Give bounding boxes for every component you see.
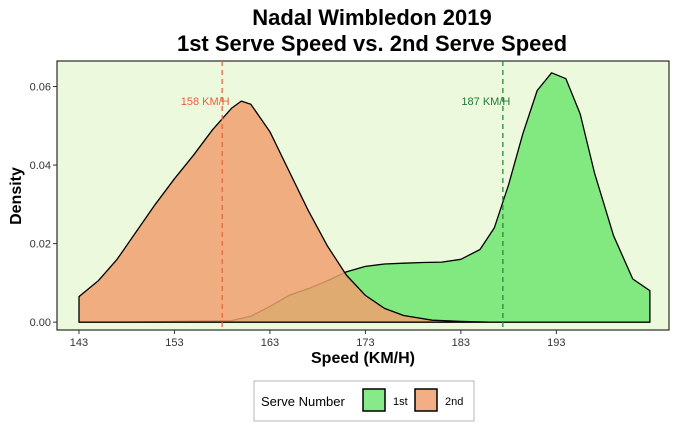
chart-title: Nadal Wimbledon 2019 [252,5,491,30]
series-layer [78,72,651,323]
legend-label-1st: 1st [393,396,408,408]
y-tick-label: 0.02 [30,239,51,251]
legend: Serve Number 1st 2nd [253,380,475,422]
density-area-2nd [78,100,651,323]
x-tick-label: 153 [165,337,183,349]
x-tick-label: 183 [452,337,470,349]
x-tick-label: 143 [70,337,88,349]
annotation-layer: 158 KM/H 187 KM/H [181,61,510,330]
y-tick-label: 0.00 [30,317,51,329]
legend-key-2nd [414,388,438,412]
legend-label-2nd: 2nd [445,396,463,408]
x-tick-label: 173 [356,337,374,349]
y-tick-label: 0.04 [30,160,51,172]
mean-label-1: 158 KM/H [181,96,230,108]
mean-label-2: 187 KM/H [461,96,510,108]
axis-layer: 143 153 163 173 183 193 0.00 0.02 0.04 0.06 [30,82,566,349]
x-tick-label: 163 [261,337,279,349]
legend-title: Serve Number [261,394,345,409]
legend-key-1st [362,388,386,412]
chart-subtitle: 1st Serve Speed vs. 2nd Serve Speed [177,31,567,56]
x-axis-title: Speed (KM/H) [311,350,415,367]
x-tick-label: 193 [547,337,565,349]
y-axis-title: Density [8,167,25,225]
y-tick-label: 0.06 [30,82,51,94]
